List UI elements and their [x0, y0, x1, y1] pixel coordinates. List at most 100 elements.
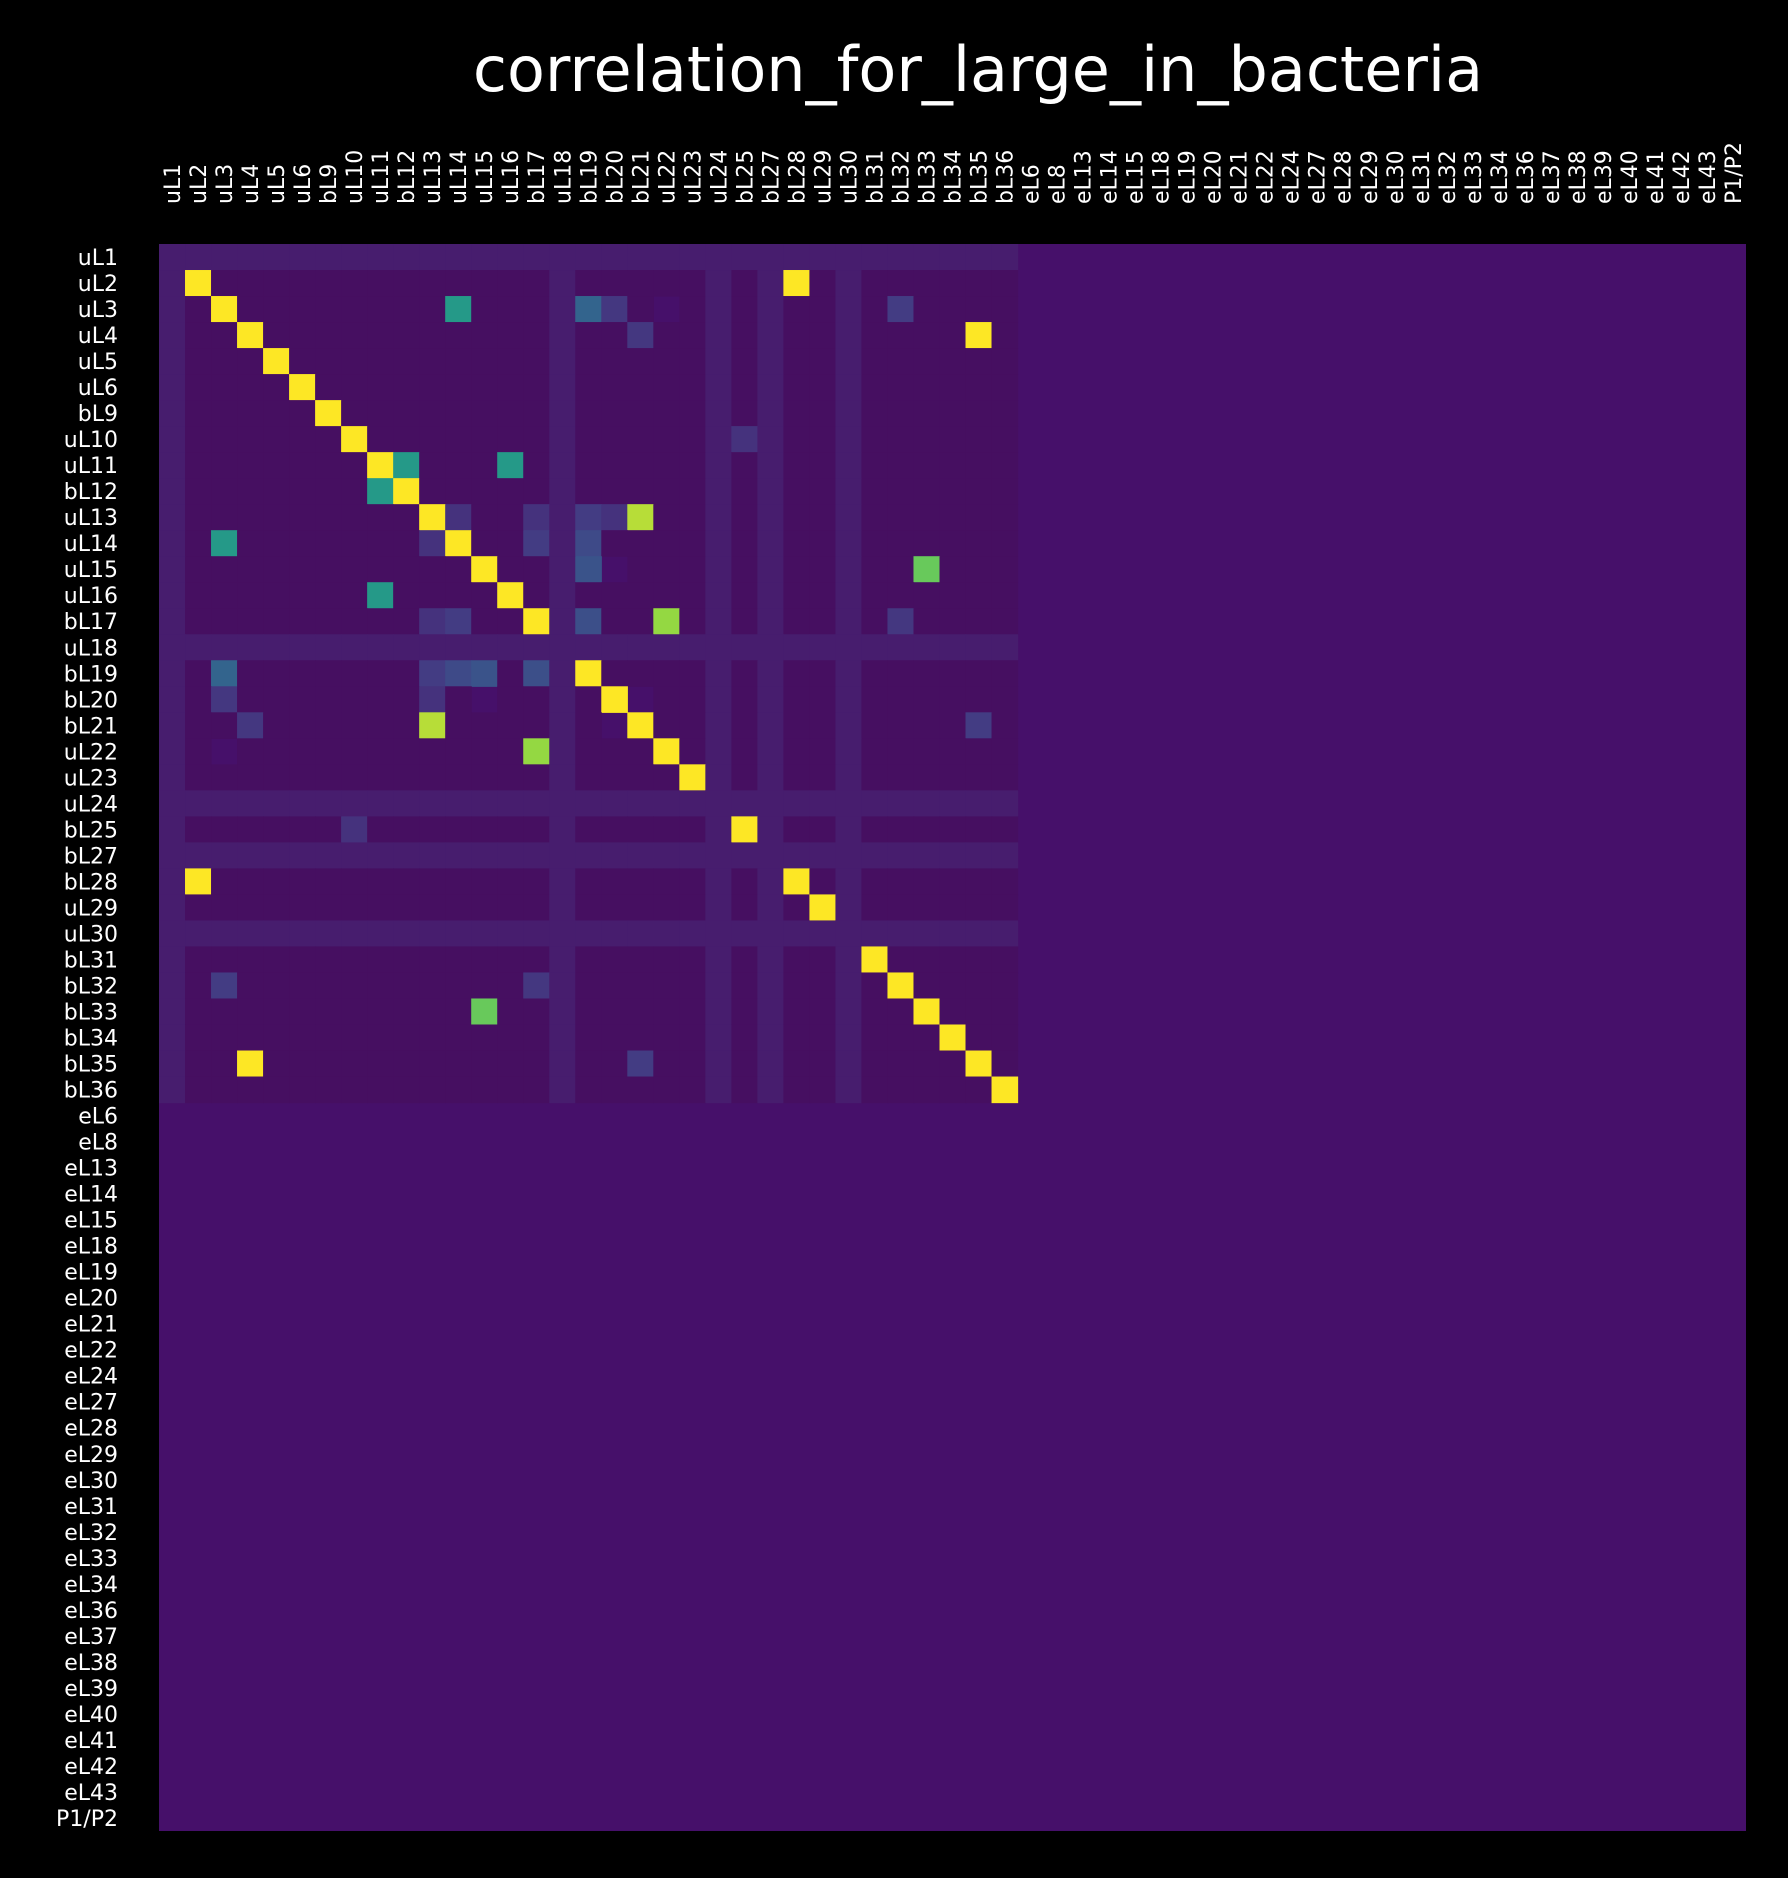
column-label-uL15: uL15: [473, 150, 498, 204]
column-label-bL35: bL35: [968, 150, 993, 204]
heatmap-cell-uL2-bL31: [861, 270, 889, 297]
heatmap-cell-uL18-uL5: [263, 634, 290, 661]
heatmap-cell-bL32-uL30: [835, 972, 863, 1000]
row-label-eL34: eL34: [64, 1573, 118, 1598]
heatmap-cell-bL17-uL2: [185, 608, 212, 635]
heatmap-cell-bL35-bL19: [575, 1050, 602, 1078]
heatmap-cell-bL34-bL35: [965, 1024, 993, 1052]
heatmap-cell-uL24-uL13: [419, 790, 446, 817]
heatmap-cell-bL27-uL30: [835, 842, 863, 869]
heatmap-cell-uL22-uL30: [835, 738, 863, 765]
heatmap-cell-uL18-bL25: [731, 634, 758, 661]
heatmap-cell-bL21-uL29: [809, 712, 837, 739]
row-label-bL31: bL31: [64, 949, 118, 974]
heatmap-cell-uL14-uL5: [263, 530, 290, 557]
heatmap-cell-uL2-uL18: [549, 270, 576, 297]
heatmap-cell-bL27-bL12: [393, 842, 420, 869]
heatmap-cell-bL36-bL12: [393, 1076, 420, 1104]
heatmap-cell-bL35-bL12: [393, 1050, 420, 1078]
heatmap-cell-bL25-bL12: [393, 816, 420, 843]
heatmap-cell-uL10-uL2: [185, 426, 212, 453]
heatmap-cell-bL25-bL32: [887, 816, 915, 843]
heatmap-cell-uL30-uL22: [653, 920, 680, 948]
heatmap-cell-uL30-uL23: [679, 920, 706, 948]
heatmap-cell-bL32-uL16: [497, 972, 524, 1000]
heatmap-cell-uL30-uL10: [341, 920, 368, 948]
heatmap-cell-bL34-bL33: [913, 1024, 941, 1052]
row-label-uL24: uL24: [64, 792, 118, 817]
heatmap-cell-uL18-uL13: [419, 634, 446, 661]
heatmap-cell-bL19-bL32: [887, 660, 915, 687]
heatmap-cell-uL3-uL29: [809, 296, 837, 323]
heatmap-cell-bL36-bL9: [315, 1076, 342, 1104]
heatmap-cell-uL11-bL20: [601, 452, 628, 479]
heatmap-cell-bL21-uL2: [185, 712, 212, 739]
heatmap-cell-uL1-uL30: [835, 244, 863, 271]
heatmap-cell-bL36-bL17: [523, 1076, 550, 1104]
heatmap-cell-bL36-uL13: [419, 1076, 446, 1104]
heatmap-cell-uL5-bL20: [601, 348, 628, 375]
heatmap-cell-uL30-uL6: [289, 920, 316, 948]
row-label-bL12: bL12: [64, 480, 118, 505]
heatmap-cell-bL34-bL17: [523, 1024, 550, 1052]
heatmap-cell-uL30-uL18: [549, 920, 576, 948]
heatmap-cell-bL31-bL31: [861, 946, 889, 974]
heatmap-cell-uL10-uL22: [653, 426, 680, 453]
heatmap-cell-bL25-bL28: [783, 816, 811, 843]
heatmap-cell-bL25-uL18: [549, 816, 576, 843]
heatmap-cell-bL36-uL11: [367, 1076, 394, 1104]
column-label-eL13: eL13: [1072, 150, 1097, 204]
heatmap-cell-bL19-uL10: [341, 660, 368, 687]
heatmap-cell-uL10-uL24: [705, 426, 732, 453]
heatmap-cell-bL31-uL14: [445, 946, 472, 974]
heatmap-cell-uL6-uL2: [185, 374, 212, 401]
heatmap-cell-uL3-uL5: [263, 296, 290, 323]
heatmap-cell-uL15-bL36: [991, 556, 1019, 583]
heatmap-cell-uL30-bL31: [861, 920, 889, 948]
heatmap-cell-bL31-bL12: [393, 946, 420, 974]
heatmap-cell-uL16-uL13: [419, 582, 446, 609]
heatmap-cell-uL4-uL2: [185, 322, 212, 349]
heatmap-cell-bL35-uL6: [289, 1050, 316, 1078]
heatmap-cell-bL32-uL14: [445, 972, 472, 1000]
heatmap-cell-bL33-bL28: [783, 998, 811, 1026]
heatmap-cell-bL33-uL15: [471, 998, 498, 1026]
heatmap-cell-uL6-uL6: [289, 374, 316, 401]
heatmap-cell-bL17-uL23: [679, 608, 706, 635]
heatmap-cell-bL28-uL15: [471, 868, 498, 896]
heatmap-cell-uL2-uL29: [809, 270, 837, 297]
heatmap-cell-bL35-uL5: [263, 1050, 290, 1078]
heatmap-cell-bL9-uL3: [211, 400, 238, 427]
heatmap-cell-bL19-bL25: [731, 660, 758, 687]
heatmap-cell-uL4-uL16: [497, 322, 524, 349]
heatmap-cell-uL23-bL27: [757, 764, 784, 791]
heatmap-cell-bL27-uL13: [419, 842, 446, 869]
heatmap-cell-uL24-uL5: [263, 790, 290, 817]
row-label-eL29: eL29: [64, 1443, 118, 1468]
row-label-uL16: uL16: [64, 584, 118, 609]
heatmap-cell-uL29-bL33: [913, 894, 941, 922]
heatmap-cell-bL32-uL5: [263, 972, 290, 1000]
row-label-uL5: uL5: [78, 350, 118, 375]
heatmap-cell-uL14-bL36: [991, 530, 1019, 557]
heatmap-cell-uL11-bL31: [861, 452, 889, 479]
heatmap-cell-uL15-uL5: [263, 556, 290, 583]
heatmap-cell-uL22-uL18: [549, 738, 576, 765]
column-label-eL32: eL32: [1436, 150, 1461, 204]
heatmap-cell-bL32-bL27: [757, 972, 784, 1000]
heatmap-cell-uL10-uL29: [809, 426, 837, 453]
heatmap-cell-uL18-bL31: [861, 634, 889, 661]
heatmap-cell-bL21-bL17: [523, 712, 550, 739]
heatmap-cell-uL29-bL28: [783, 894, 811, 922]
heatmap-cell-bL28-uL3: [211, 868, 238, 896]
heatmap-cell-uL24-uL14: [445, 790, 472, 817]
heatmap-cell-uL22-bL36: [991, 738, 1019, 765]
heatmap-cell-bL19-bL34: [939, 660, 967, 687]
heatmap-cell-uL24-uL22: [653, 790, 680, 817]
heatmap-cell-uL15-uL2: [185, 556, 212, 583]
heatmap-cell-uL11-bL27: [757, 452, 784, 479]
heatmap-cell-bL19-bL9: [315, 660, 342, 687]
heatmap-cell-bL12-uL2: [185, 478, 212, 505]
heatmap-cell-bL19-uL4: [237, 660, 264, 687]
column-label-bL28: bL28: [785, 150, 810, 204]
